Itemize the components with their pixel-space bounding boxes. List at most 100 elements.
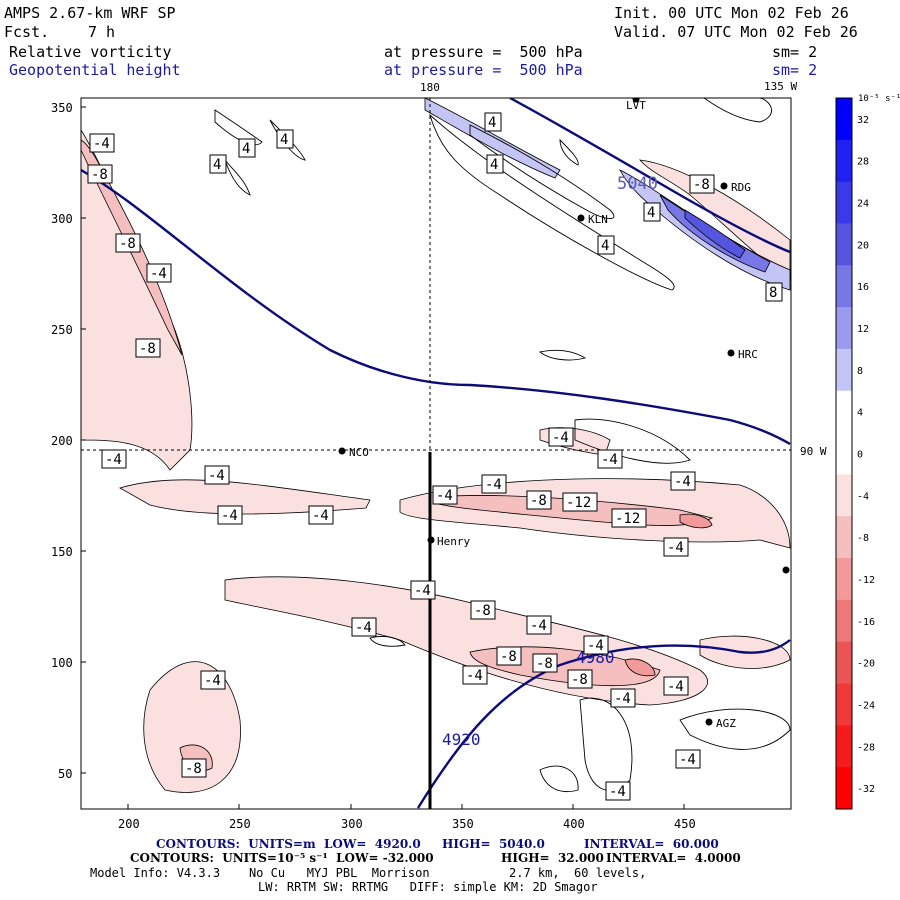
station-agz: AGZ [716,717,736,730]
vort-label: -4 [436,488,453,504]
vort-label: 8 [769,285,777,301]
vort-label: -8 [693,177,710,193]
colorbar-swatch [836,558,852,601]
vort-label: -8 [571,672,588,688]
colorbar-tick-label: -16 [857,617,875,628]
vort-label: -4 [587,638,604,654]
footer-vort-high: HIGH= 32.000 [501,851,604,865]
y-axis: 350 300 250 200 150 100 50 [51,101,86,781]
colorbar-tick-label: 20 [857,240,869,251]
vort-label: -8 [91,167,108,183]
lon-label-90w: 90 W [800,445,827,458]
colorbar-tick-label: -28 [857,742,875,753]
plot-frame [80,97,792,810]
vort-label: -4 [601,452,618,468]
y-tick-label: 100 [51,656,73,670]
vort-label: -8 [500,649,517,665]
vort-label: -4 [552,430,569,446]
vort-label: 4 [213,157,221,173]
footer-height-high: HIGH= 5040.0 [442,837,545,851]
station-kln: KLN [588,213,608,226]
vort-label: -12 [566,495,591,511]
colorbar: 10⁻⁵ s⁻¹ 32 28 24 20 16 12 8 4 0 -4 -8 -12 -16 -20 -24… [835,94,900,810]
x-tick-label: 350 [452,817,474,831]
lon-label-180: 180 [420,81,440,94]
station-rdg: RDG [731,181,751,194]
colorbar-swatch [836,98,852,141]
vort-label: -4 [614,691,631,707]
footer-vort-interval: INTERVAL= 4.0000 [606,851,741,865]
colorbar-tick-label: -12 [857,575,875,586]
colorbar-swatch [836,348,852,392]
colorbar-tick-label: 8 [857,366,863,377]
colorbar-swatch [836,599,852,643]
footer-height-contours: CONTOURS: UNITS=m LOW= 4920.0 [156,837,421,851]
init-time: Init. 00 UTC Mon 02 Feb 26 [614,4,849,22]
x-tick-label: 400 [563,817,585,831]
colorbar-unit: 10⁻⁵ s⁻¹ [858,94,900,104]
footer-vort-contours: CONTOURS: UNITS=10⁻⁵ s⁻¹ LOW= -32.000 [130,851,434,865]
vort-label: -4 [466,668,483,684]
colorbar-tick-label: 0 [857,450,863,461]
vort-label: -8 [185,761,202,777]
colorbar-tick-label: -4 [857,491,869,502]
x-tick-label: 200 [118,817,140,831]
colorbar-swatch [836,390,852,434]
vort-label: 4 [488,115,496,131]
reference-grid-lines [81,98,791,451]
field2-sm: sm= 2 [772,61,818,79]
height-label-4920: 4920 [442,730,481,749]
colorbar-swatch [836,432,852,475]
field1-name: Relative vorticity [9,43,172,61]
x-tick-label: 450 [674,817,696,831]
vort-label: -4 [679,752,696,768]
colorbar-swatch [836,725,852,768]
station-henry: Henry [437,535,470,548]
colorbar-tick-label: 12 [857,324,869,335]
vort-label: -8 [474,603,491,619]
colorbar-swatch [836,683,852,726]
x-tick-label: 300 [341,817,363,831]
vort-label: -4 [208,468,225,484]
colorbar-swatch [836,474,852,517]
colorbar-tick-label: 24 [857,199,869,210]
colorbar-tick-label: -20 [857,659,875,670]
vort-label: 4 [242,141,250,157]
lon-label-135w: 135 W [764,80,797,93]
stations: LVT RDG KLN HRC NCO Henry AGZ [338,98,790,730]
vort-label: -4 [150,266,167,282]
colorbar-swatch [836,767,852,810]
vort-label: 4 [601,238,609,254]
positive-vorticity-fill [424,98,791,291]
valid-time: Valid. 07 UTC Mon 02 Feb 26 [614,23,858,41]
colorbar-tick-label: 32 [857,115,869,126]
fcst-value: 7 h [88,23,116,41]
vort-label: -4 [609,784,626,800]
colorbar-tick-label: -8 [857,533,869,544]
vort-label: -4 [204,673,221,689]
station-hrc: HRC [738,348,758,361]
colorbar-swatch [836,641,852,685]
field1-level: at pressure = 500 hPa [384,43,583,61]
vort-label: -4 [414,583,431,599]
vort-label: -4 [221,508,238,524]
vort-label: -4 [667,679,684,695]
vort-label: 4 [647,205,655,221]
colorbar-swatch [836,139,852,183]
colorbar-tick-label: 4 [857,408,863,419]
y-tick-label: 350 [51,101,73,115]
colorbar-swatch [836,181,852,224]
y-tick-label: 200 [51,434,73,448]
colorbar-tick-label: 16 [857,282,869,293]
station-lvt: LVT [626,99,646,112]
x-tick-label: 250 [229,817,251,831]
vort-label: -8 [119,236,136,252]
app-title: AMPS 2.67-km WRF SP [4,4,176,22]
colorbar-tick-label: -32 [857,784,875,795]
vorticity-labels: -4 -8 -8 -4 -8 4 4 4 4 4 4 4 8 -8 -4 -4 … [87,112,783,801]
height-label-5040: 5040 [617,174,658,194]
vort-label: -4 [667,540,684,556]
colorbar-swatch [836,265,852,308]
field1-sm: sm= 2 [772,43,818,61]
